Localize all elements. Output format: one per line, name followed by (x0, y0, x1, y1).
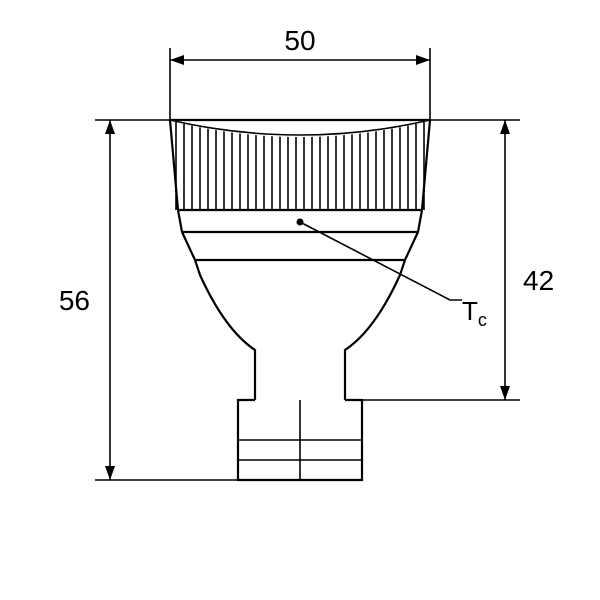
bulb-side (405, 232, 418, 260)
technical-drawing: 50 56 42 Tc (0, 0, 600, 600)
dim-value-height-full: 56 (59, 285, 90, 316)
dim-value-width: 50 (284, 25, 315, 56)
arrow-head (105, 466, 115, 480)
arrow-head (170, 55, 184, 65)
arrow-head (416, 55, 430, 65)
bulb-lens-curve (170, 120, 430, 135)
dim-value-height-body: 42 (523, 265, 554, 296)
bulb-side (178, 210, 182, 232)
arrow-head (500, 120, 510, 134)
bulb-side (418, 210, 422, 232)
tc-label: Tc (462, 296, 487, 330)
arrow-head (500, 386, 510, 400)
bulb-body-left (195, 260, 255, 400)
bulb-body-right (345, 260, 405, 400)
arrow-head (105, 120, 115, 134)
bulb-side (182, 232, 195, 260)
